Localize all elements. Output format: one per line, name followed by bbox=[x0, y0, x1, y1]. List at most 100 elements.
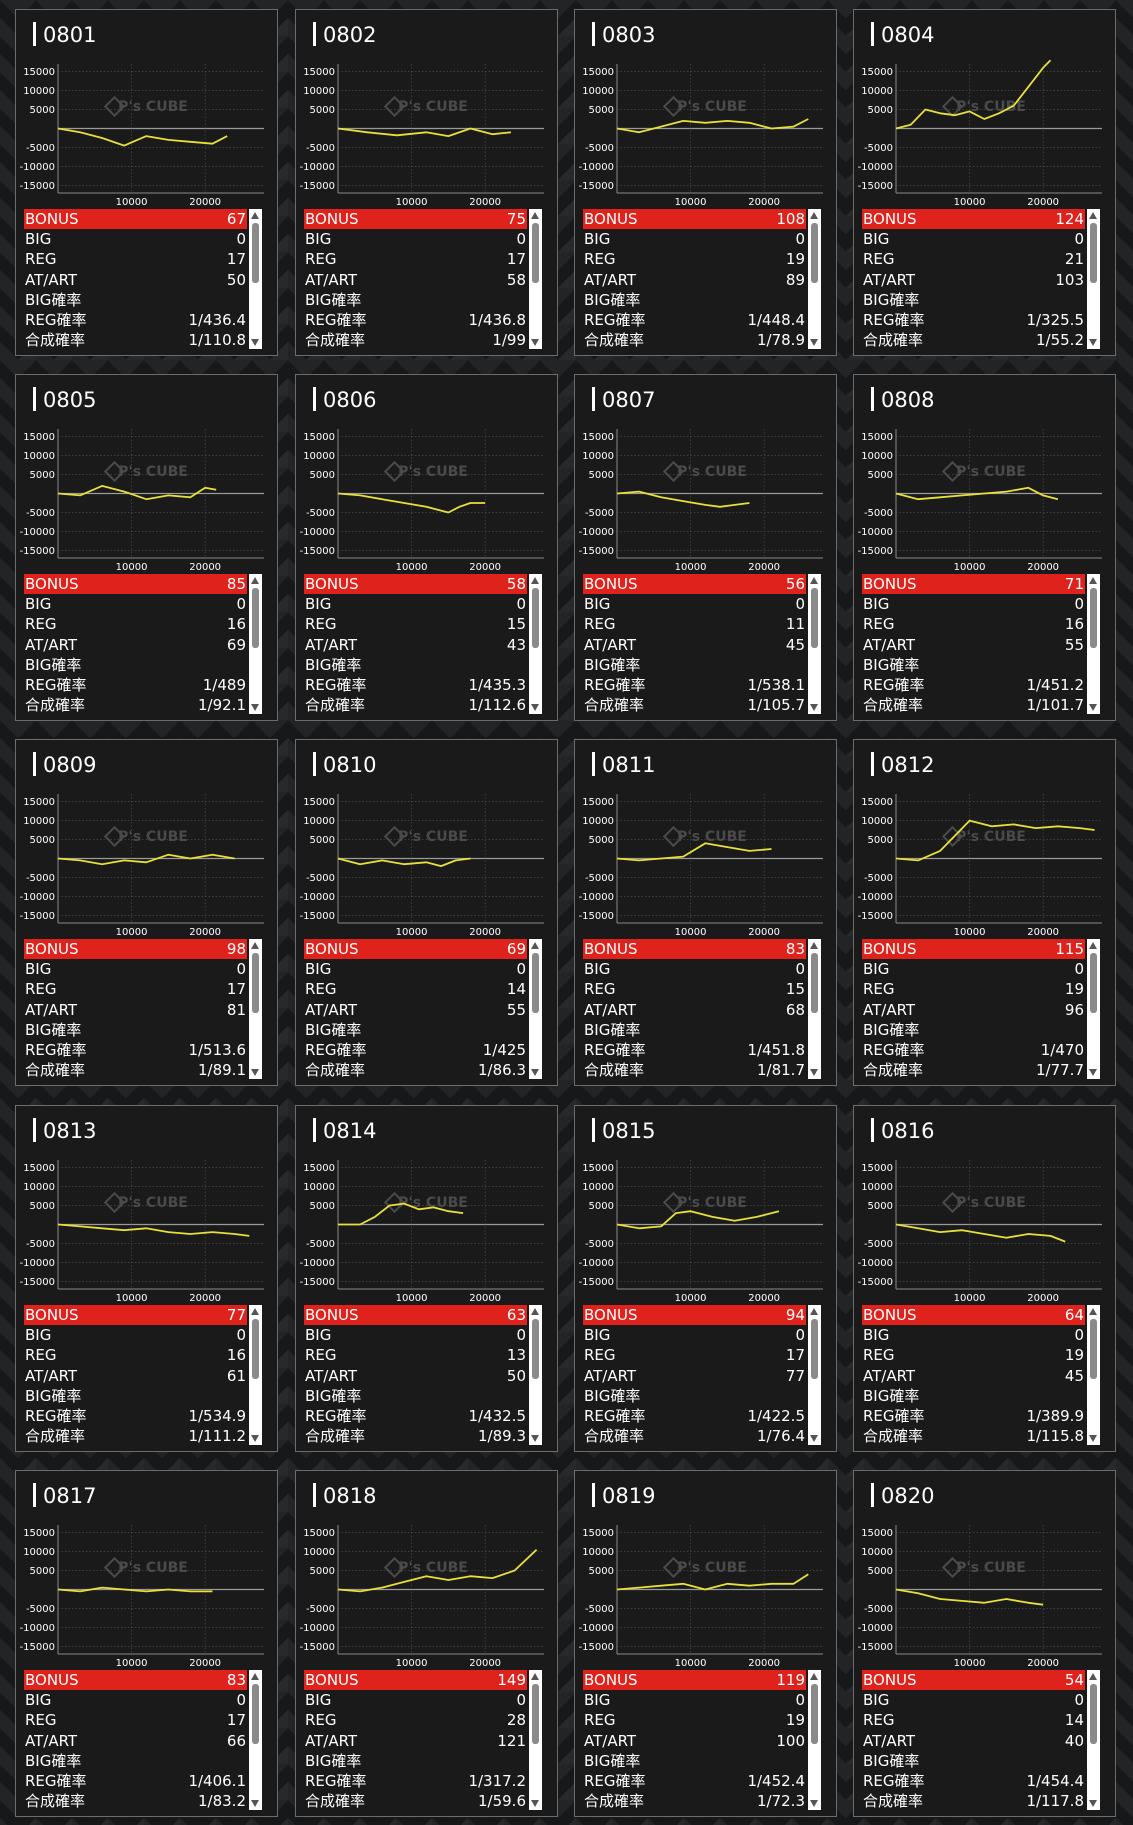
stats-list[interactable]: BONUS 94 BIG 0 REG 17 AT/ART 77 BIG確率 REG確率 1/422.… bbox=[583, 1305, 821, 1445]
stats-list[interactable]: BONUS 64 BIG 0 REG 19 AT/ART 45 BIG確率 REG確率 1/389.… bbox=[862, 1305, 1100, 1445]
machine-panel[interactable]: 0812 P's CUBE 15000 10000 5000 -5000 -10000 -15… bbox=[853, 739, 1116, 1086]
stats-list[interactable]: BONUS 83 BIG 0 REG 17 AT/ART 66 BIG確率 REG確率 1/406.… bbox=[24, 1670, 262, 1810]
scroll-down-icon[interactable] bbox=[531, 704, 539, 711]
scroll-up-icon[interactable] bbox=[531, 942, 539, 949]
scroll-thumb[interactable] bbox=[811, 1319, 818, 1379]
stats-scrollbar[interactable] bbox=[1087, 939, 1100, 1079]
scroll-thumb[interactable] bbox=[252, 1319, 259, 1379]
stats-list[interactable]: BONUS 124 BIG 0 REG 21 AT/ART 103 BIG確率 REG確率 1/32… bbox=[862, 209, 1100, 349]
scroll-up-icon[interactable] bbox=[810, 577, 818, 584]
stats-list[interactable]: BONUS 98 BIG 0 REG 17 AT/ART 81 BIG確率 REG確率 1/513.… bbox=[24, 939, 262, 1079]
stats-list[interactable]: BONUS 119 BIG 0 REG 19 AT/ART 100 BIG確率 REG確率 1/45… bbox=[583, 1670, 821, 1810]
scroll-up-icon[interactable] bbox=[251, 577, 259, 584]
machine-panel[interactable]: 0805 P's CUBE 15000 10000 5000 -5000 -10000 -15… bbox=[15, 374, 278, 721]
stats-list[interactable]: BONUS 54 BIG 0 REG 14 AT/ART 40 BIG確率 REG確率 1/454.… bbox=[862, 1670, 1100, 1810]
stats-scrollbar[interactable] bbox=[808, 1305, 821, 1445]
machine-panel[interactable]: 0815 P's CUBE 15000 10000 5000 -5000 -10000 -15… bbox=[574, 1105, 837, 1452]
scroll-down-icon[interactable] bbox=[1089, 1069, 1097, 1076]
stats-list[interactable]: BONUS 71 BIG 0 REG 16 AT/ART 55 BIG確率 REG確率 1/451.… bbox=[862, 574, 1100, 714]
scroll-down-icon[interactable] bbox=[1089, 1800, 1097, 1807]
stats-list[interactable]: BONUS 75 BIG 0 REG 17 AT/ART 58 BIG確率 REG確率 1/436.… bbox=[304, 209, 542, 349]
scroll-down-icon[interactable] bbox=[1089, 704, 1097, 711]
scroll-down-icon[interactable] bbox=[531, 1435, 539, 1442]
stats-scrollbar[interactable] bbox=[249, 1670, 262, 1810]
scroll-down-icon[interactable] bbox=[810, 1435, 818, 1442]
stats-scrollbar[interactable] bbox=[808, 574, 821, 714]
machine-panel[interactable]: 0817 P's CUBE 15000 10000 5000 -5000 -10000 -15… bbox=[15, 1470, 278, 1817]
scroll-down-icon[interactable] bbox=[1089, 339, 1097, 346]
scroll-up-icon[interactable] bbox=[1089, 1308, 1097, 1315]
stats-list[interactable]: BONUS 58 BIG 0 REG 15 AT/ART 43 BIG確率 REG確率 1/435.… bbox=[304, 574, 542, 714]
scroll-down-icon[interactable] bbox=[251, 1069, 259, 1076]
scroll-up-icon[interactable] bbox=[1089, 942, 1097, 949]
scroll-thumb[interactable] bbox=[811, 223, 818, 283]
stats-scrollbar[interactable] bbox=[529, 574, 542, 714]
scroll-down-icon[interactable] bbox=[1089, 1435, 1097, 1442]
scroll-thumb[interactable] bbox=[1090, 223, 1097, 283]
scroll-up-icon[interactable] bbox=[531, 1673, 539, 1680]
scroll-thumb[interactable] bbox=[811, 953, 818, 1013]
stats-scrollbar[interactable] bbox=[808, 939, 821, 1079]
scroll-up-icon[interactable] bbox=[1089, 212, 1097, 219]
scroll-thumb[interactable] bbox=[252, 223, 259, 283]
stats-scrollbar[interactable] bbox=[808, 1670, 821, 1810]
machine-panel[interactable]: 0806 P's CUBE 15000 10000 5000 -5000 -10000 -15… bbox=[295, 374, 558, 721]
scroll-down-icon[interactable] bbox=[531, 1069, 539, 1076]
machine-panel[interactable]: 0819 P's CUBE 15000 10000 5000 -5000 -10000 -15… bbox=[574, 1470, 837, 1817]
scroll-thumb[interactable] bbox=[1090, 953, 1097, 1013]
scroll-thumb[interactable] bbox=[1090, 1319, 1097, 1379]
machine-panel[interactable]: 0811 P's CUBE 15000 10000 5000 -5000 -10000 -15… bbox=[574, 739, 837, 1086]
machine-panel[interactable]: 0810 P's CUBE 15000 10000 5000 -5000 -10000 -15… bbox=[295, 739, 558, 1086]
scroll-down-icon[interactable] bbox=[251, 1435, 259, 1442]
stats-list[interactable]: BONUS 115 BIG 0 REG 19 AT/ART 96 BIG確率 REG確率 1/470… bbox=[862, 939, 1100, 1079]
scroll-thumb[interactable] bbox=[1090, 588, 1097, 648]
scroll-down-icon[interactable] bbox=[810, 704, 818, 711]
machine-panel[interactable]: 0804 P's CUBE 15000 10000 5000 -5000 -10000 -15… bbox=[853, 9, 1116, 356]
machine-panel[interactable]: 0807 P's CUBE 15000 10000 5000 -5000 -10000 -15… bbox=[574, 374, 837, 721]
machine-panel[interactable]: 0818 P's CUBE 15000 10000 5000 -5000 -10000 -15… bbox=[295, 1470, 558, 1817]
stats-scrollbar[interactable] bbox=[808, 209, 821, 349]
scroll-thumb[interactable] bbox=[532, 588, 539, 648]
scroll-thumb[interactable] bbox=[532, 1684, 539, 1744]
stats-list[interactable]: BONUS 85 BIG 0 REG 16 AT/ART 69 BIG確率 REG確率 1/489 合… bbox=[24, 574, 262, 714]
stats-scrollbar[interactable] bbox=[529, 1670, 542, 1810]
scroll-thumb[interactable] bbox=[532, 223, 539, 283]
stats-scrollbar[interactable] bbox=[529, 939, 542, 1079]
stats-list[interactable]: BONUS 83 BIG 0 REG 15 AT/ART 68 BIG確率 REG確率 1/451.… bbox=[583, 939, 821, 1079]
scroll-down-icon[interactable] bbox=[810, 1069, 818, 1076]
stats-scrollbar[interactable] bbox=[249, 574, 262, 714]
stats-scrollbar[interactable] bbox=[1087, 574, 1100, 714]
stats-list[interactable]: BONUS 77 BIG 0 REG 16 AT/ART 61 BIG確率 REG確率 1/534.… bbox=[24, 1305, 262, 1445]
stats-list[interactable]: BONUS 63 BIG 0 REG 13 AT/ART 50 BIG確率 REG確率 1/432.… bbox=[304, 1305, 542, 1445]
stats-scrollbar[interactable] bbox=[249, 939, 262, 1079]
stats-scrollbar[interactable] bbox=[1087, 1305, 1100, 1445]
machine-panel[interactable]: 0809 P's CUBE 15000 10000 5000 -5000 -10000 -15… bbox=[15, 739, 278, 1086]
scroll-down-icon[interactable] bbox=[531, 1800, 539, 1807]
scroll-thumb[interactable] bbox=[1090, 1684, 1097, 1744]
scroll-up-icon[interactable] bbox=[251, 942, 259, 949]
scroll-thumb[interactable] bbox=[811, 1684, 818, 1744]
stats-list[interactable]: BONUS 108 BIG 0 REG 19 AT/ART 89 BIG確率 REG確率 1/448… bbox=[583, 209, 821, 349]
scroll-up-icon[interactable] bbox=[531, 577, 539, 584]
machine-panel[interactable]: 0803 P's CUBE 15000 10000 5000 -5000 -10000 -15… bbox=[574, 9, 837, 356]
scroll-thumb[interactable] bbox=[252, 1684, 259, 1744]
scroll-down-icon[interactable] bbox=[251, 1800, 259, 1807]
machine-panel[interactable]: 0808 P's CUBE 15000 10000 5000 -5000 -10000 -15… bbox=[853, 374, 1116, 721]
scroll-down-icon[interactable] bbox=[810, 1800, 818, 1807]
scroll-down-icon[interactable] bbox=[251, 704, 259, 711]
scroll-up-icon[interactable] bbox=[810, 212, 818, 219]
scroll-up-icon[interactable] bbox=[531, 1308, 539, 1315]
machine-panel[interactable]: 0802 P's CUBE 15000 10000 5000 -5000 -10000 -15… bbox=[295, 9, 558, 356]
scroll-up-icon[interactable] bbox=[810, 942, 818, 949]
machine-panel[interactable]: 0814 P's CUBE 15000 10000 5000 -5000 -10000 -15… bbox=[295, 1105, 558, 1452]
scroll-thumb[interactable] bbox=[532, 1319, 539, 1379]
scroll-up-icon[interactable] bbox=[251, 1673, 259, 1680]
scroll-down-icon[interactable] bbox=[531, 339, 539, 346]
scroll-down-icon[interactable] bbox=[810, 339, 818, 346]
scroll-down-icon[interactable] bbox=[251, 339, 259, 346]
scroll-up-icon[interactable] bbox=[1089, 577, 1097, 584]
scroll-thumb[interactable] bbox=[252, 953, 259, 1013]
stats-scrollbar[interactable] bbox=[1087, 1670, 1100, 1810]
machine-panel[interactable]: 0813 P's CUBE 15000 10000 5000 -5000 -10000 -15… bbox=[15, 1105, 278, 1452]
stats-list[interactable]: BONUS 67 BIG 0 REG 17 AT/ART 50 BIG確率 REG確率 1/436.… bbox=[24, 209, 262, 349]
